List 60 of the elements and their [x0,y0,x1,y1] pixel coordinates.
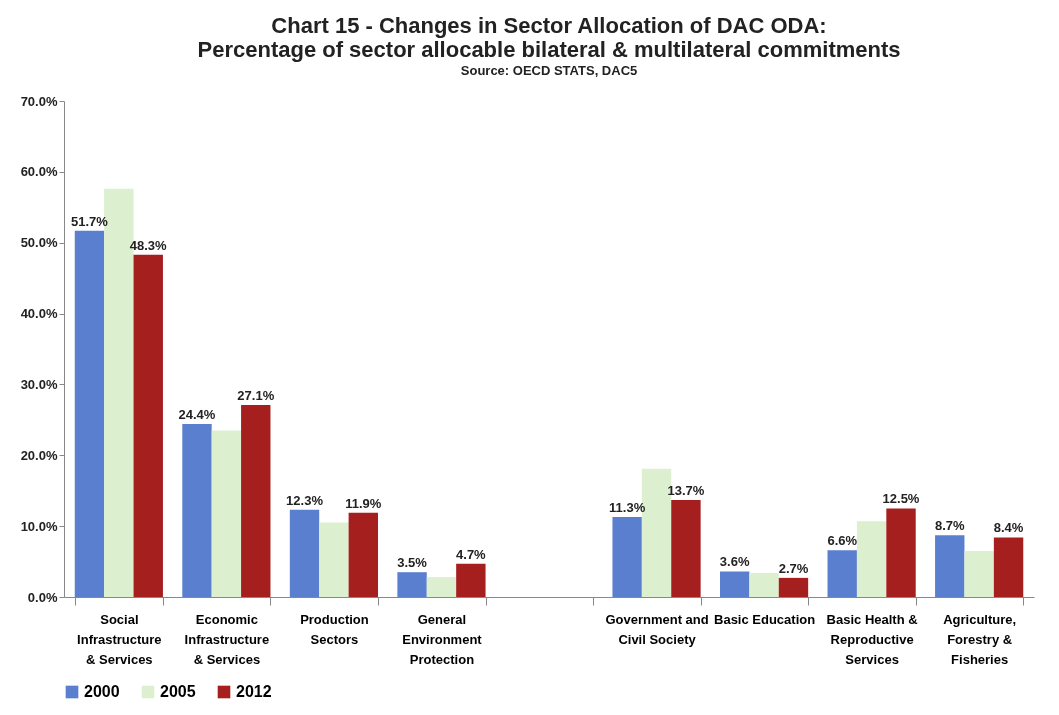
x-tick-label: General Environment Protection [402,611,483,667]
data-label: 3.5% [397,555,428,571]
data-label: 3.6% [719,554,750,570]
data-label: 24.4% [178,407,216,423]
y-tick-label: 60.0% [20,164,58,180]
x-tick-label: Government and Civil Society [605,611,709,647]
bar [211,430,242,597]
bar [182,424,212,597]
y-tick-label: 0.0% [27,589,58,605]
bar [74,230,105,597]
legend-label: 2005 [160,683,196,700]
data-label: 12.5% [882,491,920,507]
bar [671,499,701,597]
bar [749,572,779,597]
y-tick-label: 40.0% [20,306,58,322]
bar [612,516,642,597]
y-tick-label: 50.0% [20,235,58,251]
legend-label: 2000 [84,683,120,700]
x-tick-label: Social Infrastructure & Services [77,611,162,667]
chart-subtitle: Source: OECD STATS, DAC5 [460,63,638,78]
data-label: 8.4% [993,520,1024,536]
bar [886,508,916,597]
bar [241,404,271,597]
bar [827,550,857,597]
text: Percentage of sector allocable bilateral & multilateral commitments [197,37,901,62]
bar [133,254,163,597]
data-label: 11.9% [345,495,382,511]
data-label: 27.1% [237,387,275,403]
data-label: 4.7% [456,546,487,562]
data-label: 51.7% [71,213,109,229]
bar [348,512,379,597]
bar [993,537,1024,597]
bar [778,577,809,597]
legend-label: 2012 [236,683,272,700]
x-tick-label: Production Sectors [300,611,369,647]
y-tick-label: 70.0% [20,93,58,109]
x-tick-label: Basic Health & Reproductive Services [826,611,918,667]
data-label: 11.3% [609,499,646,515]
data-label: 6.6% [827,533,858,549]
bar [397,572,427,597]
x-tick-label: Economic Infrastructure & Services [184,611,270,667]
bar [289,509,320,597]
y-tick-label: 10.0% [20,518,58,534]
data-label: 2.7% [778,560,809,576]
data-label: 8.7% [934,518,966,534]
bar [319,522,349,597]
data-label: 13.7% [667,482,705,498]
x-tick-label: Basic Education [714,611,816,627]
x-tick-label: Agriculture, Forestry & Fisheries [943,611,1017,667]
bar [964,550,994,597]
bar [935,535,965,597]
bar [719,571,750,597]
bar [426,577,457,597]
bar [856,521,887,597]
bar [456,563,486,597]
y-tick-label: 30.0% [20,376,58,392]
data-label: 12.3% [286,492,324,508]
text: Chart 15 - Changes in Sector Allocation of DAC ODA: [271,13,827,38]
y-tick-label: 20.0% [20,447,58,463]
data-label: 48.3% [129,237,168,253]
